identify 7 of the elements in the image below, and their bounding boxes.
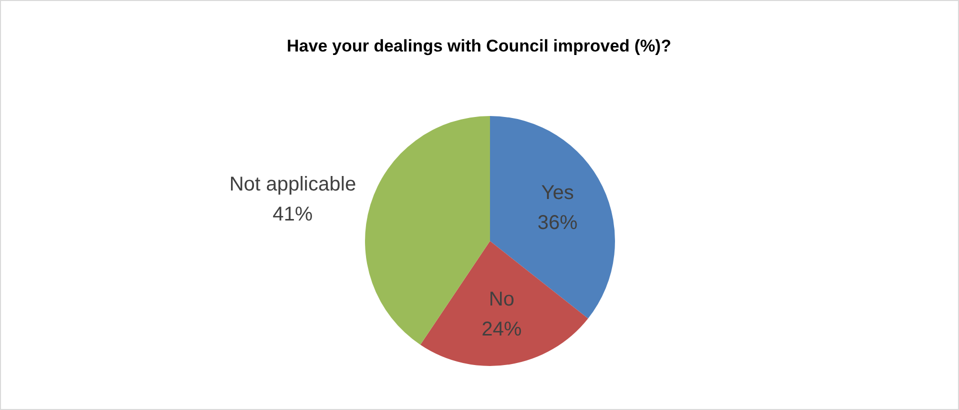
data-label: 41% <box>272 204 313 226</box>
chart-title: Have your dealings with Council improved (%)? <box>286 36 672 56</box>
slice-label: No <box>488 288 514 311</box>
data-label: 36% <box>537 212 578 234</box>
data-label: 24% <box>482 318 522 341</box>
slice-label: Not applicable <box>229 174 356 196</box>
slice-label: Yes <box>541 182 574 204</box>
